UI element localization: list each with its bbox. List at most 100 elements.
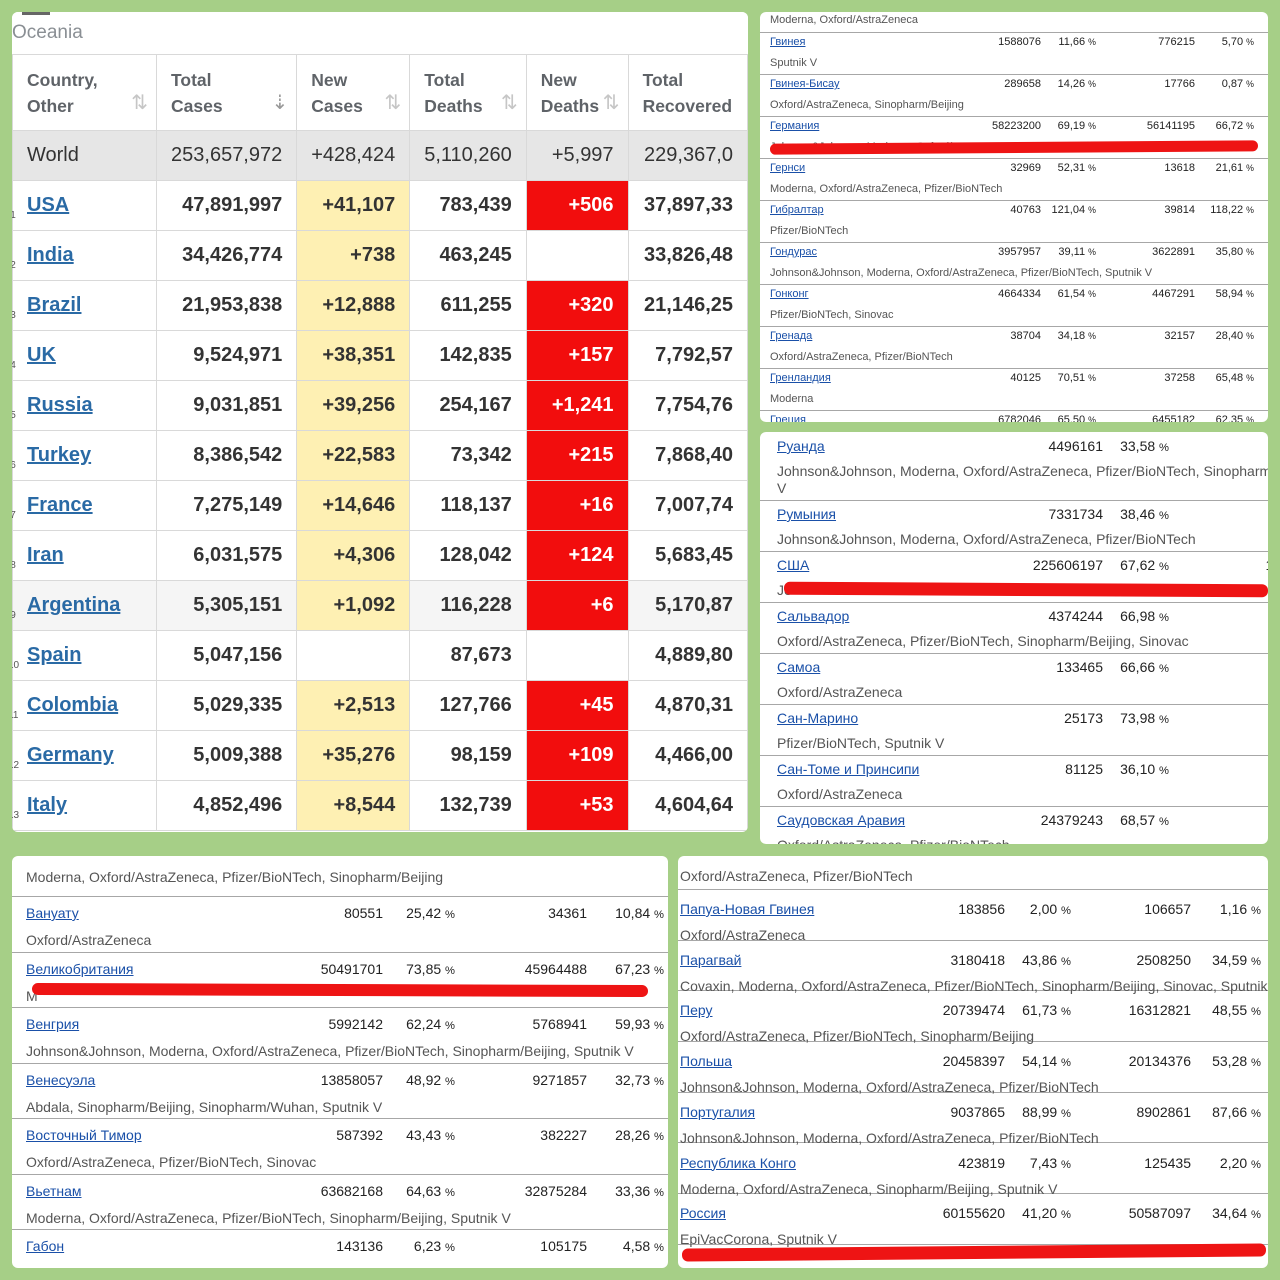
country-link[interactable]: Парагвай <box>680 951 742 968</box>
new-deaths-cell: +5,997 <box>525 130 629 181</box>
country-link[interactable]: Польша <box>680 1053 733 1070</box>
percent-symbol: % <box>445 1131 455 1143</box>
country-link[interactable]: Гондурас <box>770 246 817 258</box>
percent-full: 65,48 % <box>1164 372 1254 384</box>
vaccine-list-text: Moderna, Oxford/AstraZeneca <box>770 14 918 26</box>
country-link[interactable]: Italy <box>27 794 68 816</box>
percent-value: 53,28 <box>1212 1053 1248 1070</box>
percent-first: 6,23 % <box>365 1238 455 1254</box>
country-link[interactable]: India <box>27 244 74 266</box>
row-number: 5 <box>12 410 16 421</box>
percent-value: 66,66 <box>1120 659 1156 675</box>
country-link[interactable]: Iran <box>27 544 64 566</box>
total-cases-cell: 4,852,496 <box>156 780 298 831</box>
country-link[interactable]: Brazil <box>27 294 82 316</box>
country-link[interactable]: Саудовская Аравия <box>777 812 906 828</box>
country-link[interactable]: Папуа-Новая Гвинея <box>680 901 815 917</box>
country-link[interactable]: Венесуэла <box>26 1071 96 1088</box>
country-link[interactable]: Руанда <box>777 438 825 454</box>
country-link[interactable]: Russia <box>27 394 93 416</box>
doses-full-value: 20134376 <box>1128 1053 1191 1070</box>
percent-symbol: % <box>445 964 455 977</box>
doses-first-value: 25173 <box>1064 710 1103 726</box>
percent-symbol: % <box>1159 442 1169 454</box>
country-link[interactable]: Turkey <box>27 444 92 466</box>
country-link[interactable]: Самоа <box>777 659 821 675</box>
percent-first: 43,43 % <box>365 1127 455 1143</box>
percent-value: 25,42 <box>406 905 442 921</box>
sort-icon[interactable]: ⇅ <box>500 92 518 114</box>
country-link[interactable]: Румыния <box>777 506 837 522</box>
country-link[interactable]: Гренада <box>770 330 813 342</box>
col-header-total-deaths[interactable]: Total Deaths ⇅ <box>409 54 527 131</box>
country-link[interactable]: Перу <box>680 1002 713 1019</box>
vaccine-list-text: Moderna <box>770 393 814 405</box>
percent-symbol: % <box>1088 121 1096 131</box>
country-cell: Turkey <box>12 430 158 481</box>
sort-icon[interactable]: ⇅ <box>384 92 402 114</box>
country-link[interactable]: Гонконг <box>770 288 809 300</box>
country-link[interactable]: Сальвадор <box>777 608 850 624</box>
country-link[interactable]: France <box>27 494 93 516</box>
country-link[interactable]: Colombia <box>27 694 119 716</box>
country-link[interactable]: Португалия <box>680 1103 756 1120</box>
country-link[interactable]: Венгрия <box>26 1016 80 1032</box>
percent-first: 14,26 % <box>1006 78 1096 90</box>
percent-first: 61,54 % <box>1006 288 1096 300</box>
country-link[interactable]: Germany <box>27 744 114 766</box>
total-recovered-cell: 37,897,33 <box>627 180 748 231</box>
col-header-total-recovered[interactable]: Total Recovered <box>627 54 748 131</box>
country-link[interactable]: Республика Конго <box>680 1154 796 1171</box>
country-link[interactable]: Габон <box>26 1238 65 1254</box>
vaccine-list-text: Oxford/AstraZeneca, Pfizer/BioNTech <box>777 837 1010 844</box>
vaccine-list-text: Johnson&Johnson, Moderna, Oxford/AstraZe… <box>777 463 1268 479</box>
sort-desc-icon[interactable]: ⇣ <box>271 92 289 114</box>
country-vaccination-row: Гвинея 1588076 11,66 % 776215 5,70 % Sputnik … <box>760 32 1268 75</box>
doses-full-value: 776215 <box>1158 36 1195 48</box>
country-link[interactable]: Вануату <box>26 905 79 921</box>
country-link[interactable]: Великобритания <box>26 960 134 977</box>
country-link[interactable]: Гибралтар <box>770 204 824 216</box>
country-link[interactable]: Греция <box>770 414 806 422</box>
col-header-new-cases[interactable]: New Cases ⇅ <box>296 54 411 131</box>
doses-first-value: 3957957 <box>998 246 1041 258</box>
row-number: 7 <box>12 510 16 521</box>
doses-full-value: 2508250 <box>1136 951 1191 968</box>
country-link[interactable]: UK <box>27 344 56 366</box>
doses-full-value: 285 <box>1200 761 1268 777</box>
percent-first: 39,11 % <box>1006 246 1096 258</box>
country-link[interactable]: США <box>777 557 810 573</box>
col-header-country[interactable]: Country, Other ⇅ <box>12 54 158 131</box>
col-header-new-deaths[interactable]: New Deaths ⇅ <box>525 54 629 131</box>
percent-first: 25,42 % <box>365 905 455 921</box>
country-link[interactable]: Гвинея-Бисау <box>770 78 840 90</box>
country-link[interactable]: Гвинея <box>770 36 806 48</box>
percent-first: 69,19 % <box>1006 120 1096 132</box>
col-header-total-cases[interactable]: Total Cases ⇣ <box>156 54 298 131</box>
table-row: Germany 5,009,388 +35,276 98,159 +109 4,466,0… <box>12 730 748 781</box>
sort-icon[interactable]: ⇅ <box>131 92 149 114</box>
percent-full: 35,80 % <box>1164 246 1254 258</box>
country-link[interactable]: Россия <box>680 1205 726 1222</box>
percent-value: 65,50 <box>1057 414 1086 422</box>
doses-full-value: 45964488 <box>524 960 587 977</box>
country-cell: Russia <box>12 380 158 431</box>
country-cell: Brazil <box>12 280 158 331</box>
country-link[interactable]: Гренландия <box>770 372 831 384</box>
country-link[interactable]: Сан-Томе и Принсипи <box>777 761 920 777</box>
percent-full: 87,66 % <box>1171 1104 1261 1120</box>
country-link[interactable]: Spain <box>27 644 82 666</box>
percent-value: 61,54 <box>1057 288 1086 300</box>
country-link[interactable]: Гернси <box>770 162 806 174</box>
country-link[interactable]: Сан-Марино <box>777 710 859 726</box>
country-link[interactable]: USA <box>27 194 70 216</box>
region-tab[interactable]: Oceania <box>12 12 748 54</box>
country-link[interactable]: Восточный Тимор <box>26 1127 142 1143</box>
country-link[interactable]: Argentina <box>27 594 121 616</box>
country-link[interactable]: Вьетнам <box>26 1182 82 1199</box>
percent-symbol: % <box>654 964 664 977</box>
country-link[interactable]: Германия <box>770 120 820 132</box>
sort-icon[interactable]: ⇅ <box>602 92 620 114</box>
